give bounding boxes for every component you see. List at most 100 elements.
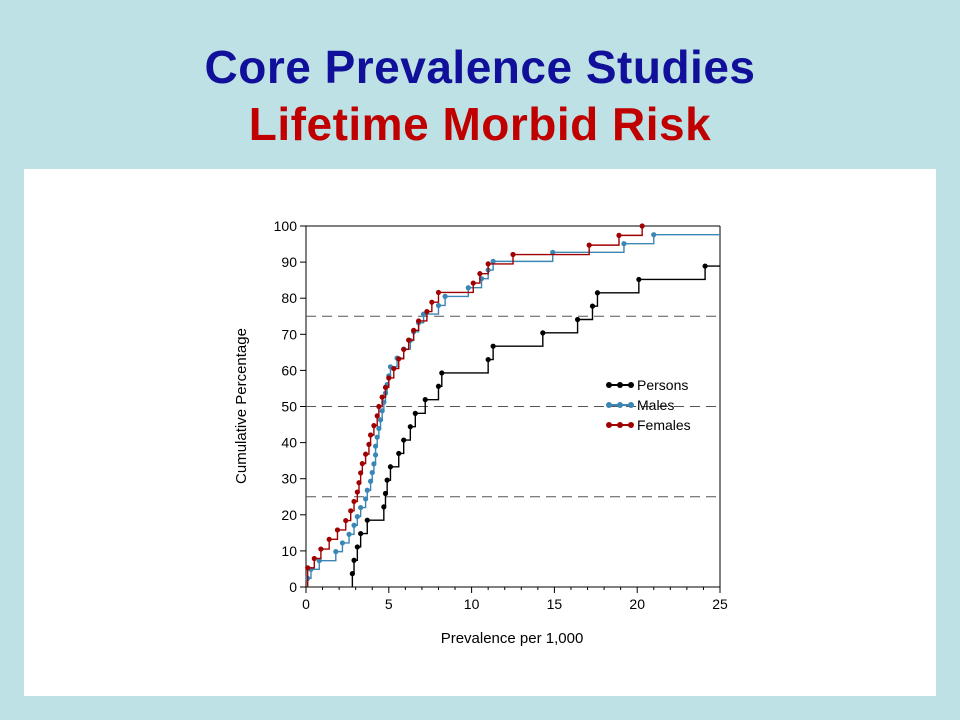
data-point xyxy=(376,425,382,432)
chart-axes: 0 10 20 30 40 50 60 70 80 90 100 0 5 10 15 20 25 xyxy=(274,218,728,612)
series-females xyxy=(305,223,645,587)
chart-series xyxy=(305,223,720,587)
legend-swatch-dot xyxy=(617,402,623,408)
data-point xyxy=(412,410,418,416)
data-point xyxy=(351,522,357,528)
y-tick-label: 100 xyxy=(274,218,298,234)
data-point xyxy=(372,443,379,449)
data-point xyxy=(406,337,412,343)
legend-label: Males xyxy=(637,397,674,413)
x-tick-label: 20 xyxy=(629,596,645,612)
data-point xyxy=(359,460,365,467)
data-point xyxy=(367,432,374,438)
data-point xyxy=(435,289,442,296)
data-point xyxy=(387,464,394,470)
data-point xyxy=(490,343,496,349)
legend-swatch-dot xyxy=(628,382,634,388)
data-point xyxy=(384,477,390,483)
data-point xyxy=(316,558,322,564)
chart-panel: 0 10 20 30 40 50 60 70 80 90 100 0 5 10 15 20 25 Persons… xyxy=(24,169,936,696)
legend-swatch-dot xyxy=(617,422,623,428)
slide-title: Core Prevalence Studies xyxy=(204,41,756,93)
y-tick-label: 20 xyxy=(281,507,297,523)
data-point xyxy=(396,450,402,457)
data-point xyxy=(574,316,581,323)
data-point xyxy=(510,251,516,258)
data-point xyxy=(351,498,357,505)
y-tick-label: 30 xyxy=(281,471,297,487)
data-point xyxy=(396,356,402,362)
data-point xyxy=(586,242,592,248)
y-tick-label: 10 xyxy=(281,543,297,559)
reference-lines xyxy=(306,315,720,498)
data-point xyxy=(372,452,379,458)
data-point xyxy=(376,403,382,410)
data-point xyxy=(369,469,375,476)
legend-swatch-dot xyxy=(606,382,612,388)
slide-subtitle: Lifetime Morbid Risk xyxy=(248,98,712,150)
y-axis-label: Cumulative Percentage xyxy=(233,328,250,484)
data-point xyxy=(416,318,422,324)
legend-item: Males xyxy=(606,397,674,413)
data-point xyxy=(550,249,556,255)
data-point xyxy=(364,517,370,523)
legend-label: Females xyxy=(637,417,691,433)
data-point xyxy=(702,263,708,269)
y-tick-label: 90 xyxy=(281,254,297,270)
y-tick-label: 60 xyxy=(281,362,297,378)
x-tick-label: 15 xyxy=(547,596,563,612)
data-point xyxy=(401,346,407,353)
legend-item: Females xyxy=(606,417,691,433)
y-tick-label: 80 xyxy=(281,290,297,306)
data-point xyxy=(465,285,471,291)
data-point xyxy=(477,271,483,277)
data-point xyxy=(589,303,596,309)
data-point xyxy=(382,490,389,497)
data-point xyxy=(485,261,491,267)
x-tick-label: 25 xyxy=(712,596,728,612)
data-point xyxy=(379,408,385,414)
data-point xyxy=(377,417,384,423)
data-point xyxy=(442,293,448,299)
data-point xyxy=(621,241,627,247)
data-point xyxy=(339,540,346,546)
data-point xyxy=(594,290,601,296)
data-point xyxy=(540,330,546,336)
legend-label: Persons xyxy=(637,377,688,393)
data-point xyxy=(470,280,476,286)
data-point xyxy=(386,375,392,381)
legend-swatch-dot xyxy=(617,382,623,388)
data-point xyxy=(343,517,349,524)
data-point xyxy=(366,441,372,448)
legend-swatch-dot xyxy=(606,402,612,408)
data-point xyxy=(407,424,413,430)
legend-item: Persons xyxy=(606,377,688,393)
data-point xyxy=(349,571,355,577)
y-tick-label: 50 xyxy=(281,399,297,415)
data-point xyxy=(333,549,339,555)
data-point xyxy=(374,434,380,440)
data-point xyxy=(429,299,435,305)
data-point xyxy=(367,478,374,484)
data-point xyxy=(363,496,369,502)
data-point xyxy=(334,527,341,533)
chart-legend: Persons Males Females xyxy=(606,377,691,433)
data-point xyxy=(435,383,442,389)
data-point xyxy=(326,536,332,542)
x-tick-label: 5 xyxy=(385,596,393,612)
data-point xyxy=(356,480,362,486)
data-point xyxy=(346,531,352,537)
data-point xyxy=(364,487,370,493)
data-point xyxy=(616,232,622,238)
data-point xyxy=(348,508,354,514)
data-point xyxy=(371,423,377,429)
x-axis-label: Prevalence per 1,000 xyxy=(441,630,584,647)
data-point xyxy=(379,394,385,400)
data-point xyxy=(358,530,364,537)
data-point xyxy=(358,504,364,511)
y-tick-label: 40 xyxy=(281,435,297,451)
slide-title-block: Core Prevalence Studies Lifetime Morbid … xyxy=(0,38,960,152)
data-point xyxy=(639,223,645,229)
series-line xyxy=(351,265,720,587)
data-point xyxy=(439,370,445,376)
